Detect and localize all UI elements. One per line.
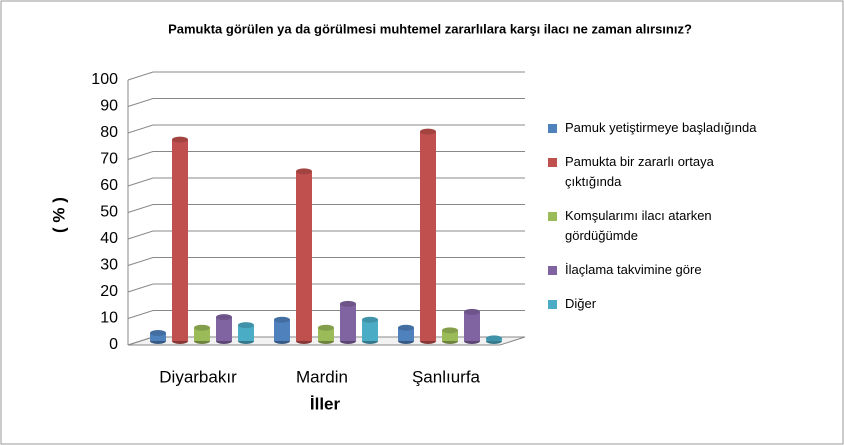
- bar-top: [216, 314, 232, 321]
- bar-top: [274, 316, 290, 323]
- bar-top: [296, 168, 312, 175]
- bar-top: [398, 324, 414, 331]
- legend-item: İlaçlama takvimine göre: [548, 260, 838, 280]
- bar: [238, 325, 254, 341]
- bar: [362, 319, 378, 341]
- bar-top: [340, 300, 356, 307]
- legend-item: Diğer: [548, 294, 838, 314]
- bar: [150, 333, 166, 341]
- grid-line: [127, 177, 525, 187]
- legend-item: Komşularımı ilacı atarken gördüğümde: [548, 206, 838, 246]
- bar: [464, 311, 480, 341]
- y-tick-label: 50: [100, 204, 118, 221]
- bar-top: [172, 136, 188, 143]
- bar-top: [194, 324, 210, 331]
- bar: [216, 317, 232, 341]
- bar-top: [362, 316, 378, 323]
- bar: [318, 327, 334, 341]
- legend-swatch: [548, 158, 557, 167]
- bar-top: [486, 335, 502, 342]
- y-tick-label: 60: [100, 177, 118, 194]
- grid-line: [127, 230, 525, 240]
- grid-line: [127, 151, 525, 160]
- y-tick-label: 100: [91, 71, 118, 88]
- bar: [442, 330, 458, 341]
- y-tick-label: 0: [109, 336, 118, 353]
- y-tick-label: 20: [100, 283, 118, 300]
- grid-line: [127, 204, 525, 213]
- bar-top: [442, 327, 458, 334]
- legend-label: Diğer: [565, 296, 597, 311]
- legend-label: Komşularımı ilacı atarken gördüğümde: [565, 208, 712, 243]
- y-axis-title: ( % ): [49, 197, 68, 233]
- legend-item: Pamuk yetiştirmeye başladığında: [548, 118, 838, 138]
- bar: [340, 303, 356, 341]
- bar-top: [238, 322, 254, 329]
- legend-label: İlaçlama takvimine göre: [565, 262, 702, 277]
- bar-top: [420, 128, 436, 135]
- y-tick-label: 70: [100, 151, 118, 168]
- legend-label: Pamukta bir zararlı ortaya çıktığında: [565, 154, 714, 189]
- grid-line: [127, 98, 525, 107]
- grid-line: [127, 283, 525, 293]
- grid-line: [127, 71, 525, 81]
- legend-label: Pamuk yetiştirmeye başladığında: [565, 120, 757, 135]
- y-tick-label: 40: [100, 230, 118, 247]
- y-tick-label: 10: [100, 310, 118, 327]
- bar-top: [150, 330, 166, 337]
- legend-item: Pamukta bir zararlı ortaya çıktığında: [548, 152, 838, 192]
- bar: [194, 327, 210, 341]
- grid-line: [127, 310, 525, 319]
- legend-swatch: [548, 300, 557, 309]
- bar: [398, 327, 414, 341]
- legend-swatch: [548, 124, 557, 133]
- bar-top: [318, 324, 334, 331]
- legend: Pamuk yetiştirmeye başladığında Pamukta b…: [548, 118, 838, 328]
- bar: [172, 139, 188, 341]
- x-axis-title: İller: [310, 394, 341, 413]
- bar: [274, 319, 290, 341]
- y-tick-label: 30: [100, 257, 118, 274]
- x-tick-label: Diyarbakır: [159, 367, 237, 386]
- legend-swatch: [548, 266, 557, 275]
- legend-swatch: [548, 212, 557, 221]
- bar-top: [464, 308, 480, 315]
- x-tick-label: Mardin: [296, 367, 348, 386]
- x-tick-label: Şanlıurfa: [412, 367, 481, 386]
- bar: [420, 131, 436, 341]
- y-tick-label: 80: [100, 124, 118, 141]
- bar: [296, 171, 312, 341]
- y-tick-label: 90: [100, 98, 118, 115]
- grid-line: [127, 124, 525, 134]
- chart-title: Pamukta görülen ya da görülmesi muhtemel…: [168, 21, 692, 36]
- grid-line: [127, 257, 525, 266]
